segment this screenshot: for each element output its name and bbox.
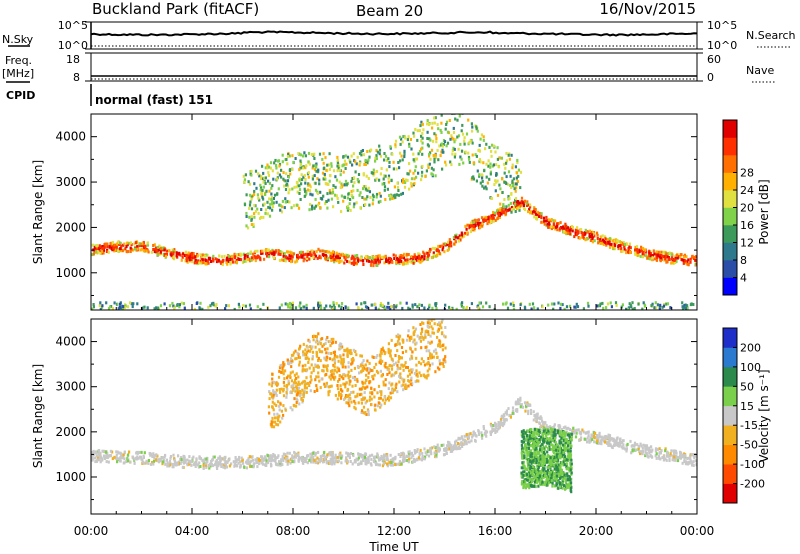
cpid-row: CPID normal (fast) 151 <box>6 84 213 107</box>
colorbar-tick-label: 28 <box>740 167 754 180</box>
velocity-data-layer <box>91 319 697 494</box>
power-ylabel: Slant Range [km] <box>31 160 45 264</box>
colorbar-segment <box>723 425 737 445</box>
colorbar-segment <box>723 172 737 191</box>
x-tick-label: 12:00 <box>377 524 412 538</box>
beam-label: Beam 20 <box>356 2 423 20</box>
y-tick-label: 4000 <box>55 130 86 144</box>
colorbar-segment <box>723 366 737 387</box>
colorbar-tick-label: 15 <box>740 400 754 413</box>
feature-ionospheric-scatter <box>267 319 447 429</box>
colorbar-segment <box>723 483 737 504</box>
y-tick-label: 3000 <box>55 175 86 189</box>
velocity-panel: 1000 2000 3000 4000 Slant Range [km] 200 100… <box>31 318 771 515</box>
colorbar-tick-label: 20 <box>740 202 754 215</box>
nsearch-label: N.Search <box>746 29 796 42</box>
power-panel-frame <box>90 113 698 311</box>
x-tick-label: 08:00 <box>276 524 311 538</box>
colorbar-segment <box>723 155 737 173</box>
time-axis-label: Time UT <box>368 540 419 554</box>
colorbar-tick-label: -100 <box>740 458 765 471</box>
velocity-panel-frame <box>90 318 698 515</box>
y-tick-label: 4000 <box>55 335 86 349</box>
feature-positive-patch <box>520 426 573 494</box>
freq-strip: Freq. [MHz] 18 8 60 0 Nave <box>2 52 776 84</box>
nsky-trace <box>90 30 698 37</box>
x-tick-label: 00:00 <box>680 524 715 538</box>
colorbar-segment <box>723 242 737 261</box>
colorbar-tick-label: 100 <box>740 361 761 374</box>
nsearch-tick-top: 10^5 <box>707 19 737 32</box>
colorbar-tick-label: 16 <box>740 219 754 232</box>
colorbar-segment <box>723 260 737 278</box>
velocity-cbar-label: Velocity [m s⁻¹] <box>757 369 771 462</box>
freq-tick-bottom: 8 <box>73 71 80 84</box>
colorbar-tick-label: 50 <box>740 380 754 393</box>
colorbar-segment <box>723 386 737 407</box>
colorbar-tick-label: 12 <box>740 237 754 250</box>
power-cbar-label: Power [dB] <box>757 179 771 244</box>
nsearch-tick-bottom: 10^0 <box>707 39 737 52</box>
colorbar-tick-label: 200 <box>740 341 761 354</box>
feature-main-band <box>91 196 697 268</box>
nave-tick-top: 60 <box>707 53 721 66</box>
freq-label: Freq. <box>5 54 32 67</box>
colorbar-tick-label: -15 <box>740 419 758 432</box>
y-tick-label: 1000 <box>55 266 86 280</box>
cpid-mode: normal (fast) 151 <box>95 93 213 107</box>
nsky-label: N.Sky <box>2 33 34 46</box>
colorbar-segment <box>723 190 737 208</box>
cpid-label: CPID <box>6 89 35 102</box>
colorbar-tick-label: 24 <box>740 184 754 197</box>
colorbar-segment <box>723 120 737 138</box>
velocity-ylabel: Slant Range [km] <box>31 364 45 468</box>
nave-tick-bottom: 0 <box>707 71 714 84</box>
feature-ground-scatter <box>91 396 697 470</box>
y-tick-label: 1000 <box>55 470 86 484</box>
colorbar-tick-label: -200 <box>740 478 765 491</box>
power-panel: 1000 2000 3000 4000 Slant Range [km] 4 8 12 16… <box>31 113 771 311</box>
freq-unit: [MHz] <box>2 67 34 80</box>
colorbar-segment <box>723 225 737 243</box>
nsky-tick-top: 10^5 <box>58 19 88 32</box>
nave-label: Nave <box>746 64 774 77</box>
colorbar-segment <box>723 207 737 226</box>
date-label: 16/Nov/2015 <box>599 0 696 18</box>
y-tick-label: 3000 <box>55 380 86 394</box>
colorbar-segment <box>723 405 737 426</box>
x-tick-label: 20:00 <box>579 524 614 538</box>
colorbar-tick-label: 4 <box>740 272 747 285</box>
colorbar-segment <box>723 444 737 465</box>
colorbar-tick-label: -50 <box>740 439 758 452</box>
feature-upper-scatter <box>242 114 523 230</box>
freq-tick-top: 18 <box>66 53 80 66</box>
power-data-layer <box>91 114 697 310</box>
x-tick-label: 04:00 <box>175 524 210 538</box>
colorbar-segment <box>723 328 737 348</box>
colorbar-segment <box>723 277 737 296</box>
y-tick-label: 2000 <box>55 220 86 234</box>
colorbar-frame <box>722 327 738 504</box>
y-tick-label: 2000 <box>55 425 86 439</box>
colorbar-segment <box>723 137 737 156</box>
feature-near-range <box>91 301 697 310</box>
station-title: Buckland Park (fitACF) <box>92 0 259 18</box>
colorbar-segment <box>723 464 737 484</box>
colorbar-segment <box>723 347 737 368</box>
nsky-tick-bottom: 10^0 <box>58 39 88 52</box>
time-axis: 00:00 04:00 08:00 12:00 16:00 20:00 00:00 <box>74 524 715 538</box>
x-tick-label: 00:00 <box>74 524 109 538</box>
noise-strip: N.Sky 10^5 10^0 10^5 10^0 N.Search <box>2 19 796 52</box>
x-tick-label: 16:00 <box>478 524 513 538</box>
colorbar-tick-label: 8 <box>740 254 747 267</box>
freq-strip-frame <box>90 52 698 82</box>
